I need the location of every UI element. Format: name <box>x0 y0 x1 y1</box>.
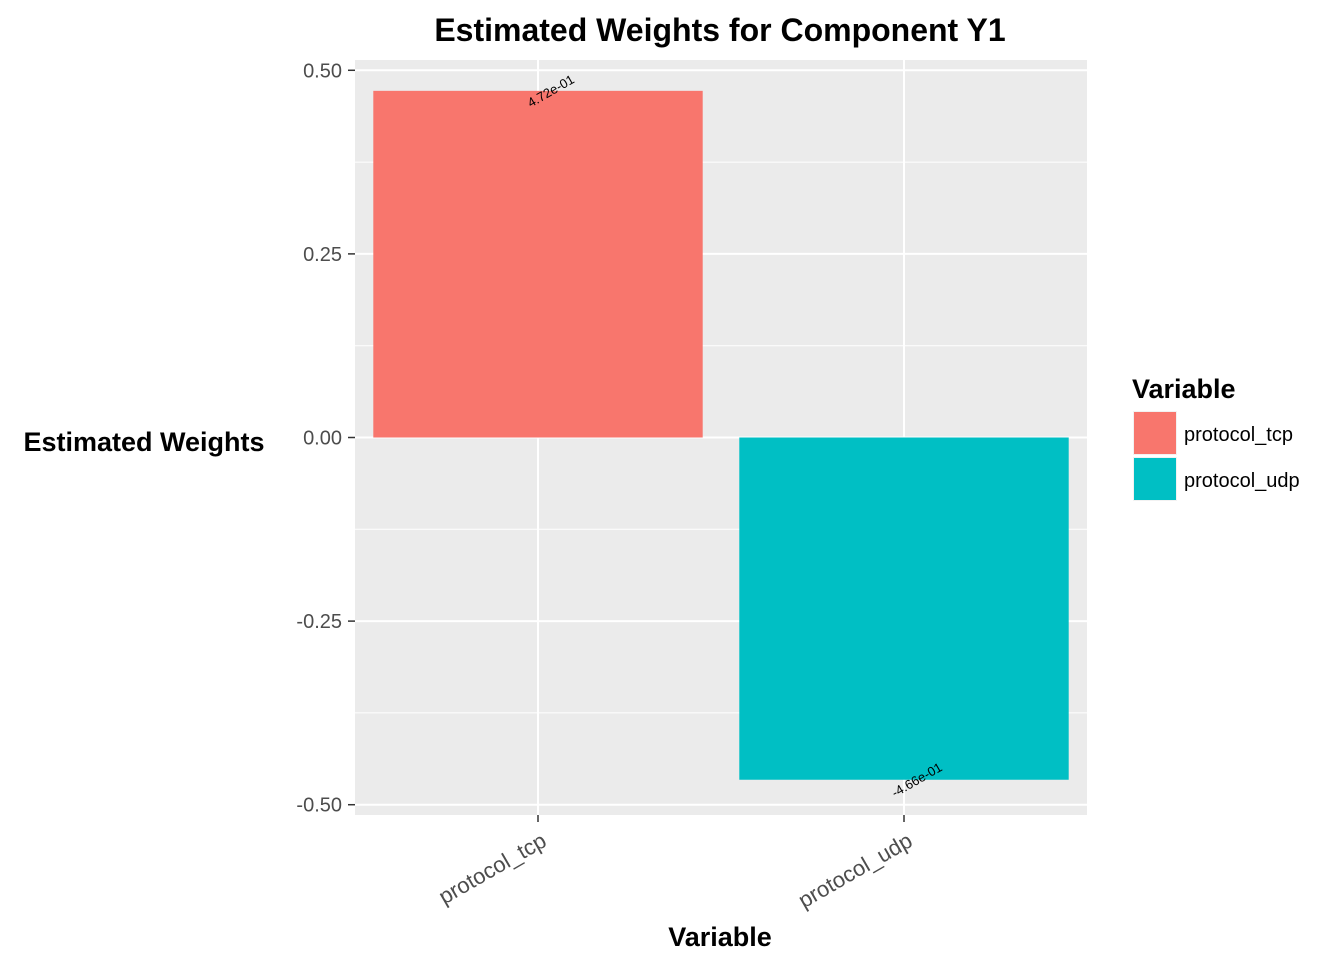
legend-swatch <box>1134 412 1176 454</box>
y-axis: -0.50 -0.25 0.00 0.25 0.50 <box>296 60 355 817</box>
y-tick-label: 0.25 <box>303 244 342 266</box>
legend-label: protocol_tcp <box>1184 424 1293 446</box>
legend: Variable protocol_tcp protocol_udp <box>1132 374 1300 501</box>
y-tick-label: -0.25 <box>296 611 342 633</box>
bar-protocol-udp <box>739 437 1069 780</box>
x-axis: protocol_tcp protocol_udp <box>434 815 917 913</box>
y-axis-title: Estimated Weights <box>23 427 264 457</box>
legend-swatch <box>1134 458 1176 500</box>
legend-title: Variable <box>1132 374 1236 404</box>
x-axis-title: Variable <box>668 922 772 952</box>
legend-label: protocol_udp <box>1184 470 1300 492</box>
y-tick-label: 0.00 <box>303 428 342 450</box>
chart-title: Estimated Weights for Component Y1 <box>434 12 1005 48</box>
x-tick-label: protocol_udp <box>794 828 917 913</box>
bar-protocol-tcp <box>373 90 703 438</box>
bars <box>373 90 1069 780</box>
y-tick-label: 0.50 <box>303 60 342 82</box>
x-tick-label: protocol_tcp <box>434 828 550 910</box>
y-tick-label: -0.50 <box>296 795 342 817</box>
